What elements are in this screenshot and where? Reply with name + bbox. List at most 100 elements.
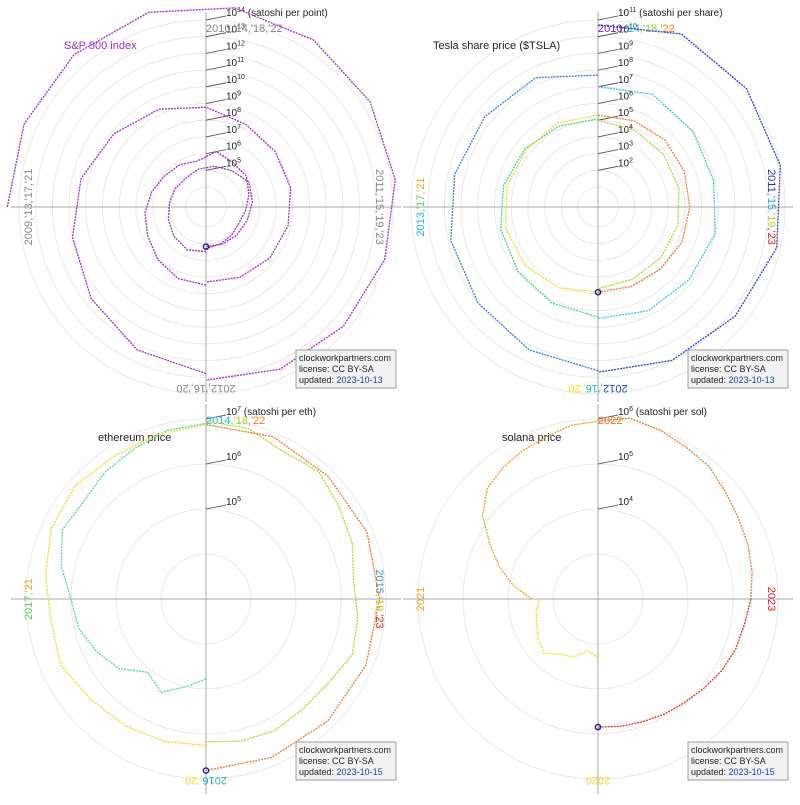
credit-box	[687, 349, 789, 389]
radial-tick-leader	[205, 165, 227, 171]
polar-chart-4: 104 105 106 (satoshi per sol) solana price 2…	[403, 404, 793, 794]
current-value-marker	[594, 288, 602, 296]
year-label-left: 2021	[415, 587, 427, 611]
year-label-left: 2009,'13,'17,'21	[23, 169, 35, 246]
year-label-left: 2017,'21	[23, 578, 35, 620]
series-line	[597, 598, 752, 728]
credit-box	[295, 349, 397, 389]
year-label-top: 2010,'14,'18,'22	[598, 23, 675, 35]
credit-license: license: CC BY-SA	[691, 364, 766, 374]
radial-tick-label: 1013	[226, 24, 245, 36]
series-line	[44, 423, 207, 747]
series-line	[205, 420, 359, 743]
radial-tick-leader	[205, 504, 227, 510]
radial-tick-leader	[597, 165, 619, 171]
credit-site: clockworkpartners.com	[691, 745, 783, 755]
radial-tick-label: 1014 (satoshi per point)	[226, 7, 328, 19]
year-label-left: 2013,'17,'21	[415, 177, 427, 236]
radial-tick-label: 103	[618, 141, 633, 153]
chart-title: Tesla share price ($TSLA)	[433, 40, 560, 52]
series-line	[535, 598, 599, 659]
radial-tick-label: 106	[618, 91, 633, 103]
radial-tick-leader	[205, 459, 227, 465]
radial-tick-label: 107	[618, 74, 633, 86]
year-label-bottom: 2016,'20	[185, 774, 227, 786]
year-label-right: 2023	[765, 587, 777, 611]
polar-chart-3: 105 106 107 (satoshi per eth) ethereum pric…	[11, 404, 401, 794]
radial-tick-leader	[597, 82, 619, 88]
radial-tick-label: 1012	[226, 40, 245, 52]
radial-tick-label: 105	[226, 157, 241, 169]
radial-tick-leader	[205, 132, 227, 138]
radial-tick-leader	[597, 99, 619, 104]
series-line	[500, 118, 599, 318]
credit-license: license: CC BY-SA	[299, 756, 374, 766]
series-line	[6, 7, 396, 381]
credit-updated: updated: 2023-10-13	[299, 375, 383, 385]
radial-tick-label: 107	[226, 124, 241, 136]
radial-tick-label: 1010	[226, 74, 245, 86]
polar-chart-2: 102 103 104 105 106 107 108 109 1010 1011 (satosh…	[403, 7, 793, 402]
series-line	[450, 74, 599, 372]
credit-site: clockworkpartners.com	[299, 745, 391, 755]
series-line	[504, 114, 599, 293]
radial-tick-leader	[597, 132, 619, 138]
radial-tick-leader	[205, 414, 227, 420]
series-line	[597, 24, 781, 373]
radial-tick-leader	[597, 15, 619, 21]
series-line	[144, 150, 250, 286]
credit-box	[295, 741, 397, 781]
radial-tick-label: 102	[618, 157, 633, 169]
current-value-marker	[202, 243, 210, 250]
chart-title: ethereum price	[98, 432, 171, 444]
series-line	[167, 165, 254, 253]
credit-updated: updated: 2023-10-15	[299, 767, 383, 777]
year-label-top: 2022	[598, 415, 622, 427]
year-label-top: 2014,'18,'22	[206, 415, 265, 427]
radial-tick-label: 1011	[226, 57, 244, 69]
year-label-bottom: 2012,'16,'20	[568, 382, 627, 394]
radial-tick-label: 105	[226, 496, 241, 508]
year-label-right: 2011,'15,'19,'23	[765, 169, 777, 245]
credit-updated: updated: 2023-10-13	[691, 375, 775, 385]
radial-tick-leader	[205, 32, 227, 38]
credit-license: license: CC BY-SA	[691, 756, 766, 766]
series-line	[71, 106, 292, 375]
series-line	[597, 114, 691, 293]
radial-tick-label: 109	[226, 91, 241, 103]
polar-chart-1: 105 106 107 108 109 1010 1011 1012 1013 1014 (sat…	[6, 7, 401, 402]
series-line	[597, 119, 680, 290]
radial-tick-leader	[597, 49, 619, 54]
chart-title: solana price	[502, 432, 561, 444]
series-line	[60, 422, 207, 694]
year-label-right: 2011,'15,'19,'23	[373, 169, 385, 245]
year-label-bottom: 2012,'16,'20	[176, 382, 235, 394]
radial-tick-label: 105	[618, 107, 633, 119]
radial-tick-label: 106 (satoshi per sol)	[618, 406, 707, 418]
credit-site: clockworkpartners.com	[299, 353, 391, 363]
radial-tick-label: 106	[226, 451, 241, 463]
radial-tick-leader	[597, 32, 619, 38]
radial-tick-label: 106	[226, 141, 241, 153]
radial-tick-label: 107 (satoshi per eth)	[226, 406, 316, 418]
radial-tick-leader	[205, 49, 227, 54]
radial-tick-leader	[205, 99, 227, 104]
radial-tick-label: 105	[618, 451, 633, 463]
radial-tick-label: 1011 (satoshi per share)	[618, 7, 723, 19]
radial-tick-leader	[205, 82, 227, 88]
radial-tick-leader	[597, 504, 619, 510]
radial-tick-label: 109	[618, 40, 633, 52]
radial-tick-label: 108	[618, 57, 633, 69]
radial-tick-leader	[205, 65, 227, 71]
credit-updated: updated: 2023-10-15	[691, 767, 775, 777]
radial-tick-leader	[205, 15, 227, 21]
credit-license: license: CC BY-SA	[299, 364, 374, 374]
radial-tick-label: 1010	[618, 24, 637, 36]
year-label-top: 2010,'14,'18,'22	[206, 23, 283, 35]
radial-tick-label: 108	[226, 107, 241, 119]
radial-tick-leader	[597, 149, 619, 154]
radial-tick-leader	[597, 65, 619, 71]
radial-tick-label: 104	[618, 496, 633, 508]
radial-tick-leader	[597, 459, 619, 465]
